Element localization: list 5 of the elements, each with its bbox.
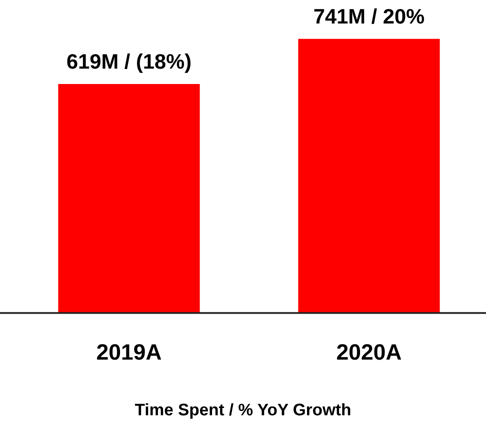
data-label: 741M / 20% [314, 8, 424, 24]
x-tick-label: 2019A [97, 344, 162, 360]
x-tick-label: 2020A [337, 344, 402, 360]
data-label: 619M / (18%) [67, 54, 190, 73]
x-axis-title: Time Spent / % YoY Growth [134, 403, 350, 419]
